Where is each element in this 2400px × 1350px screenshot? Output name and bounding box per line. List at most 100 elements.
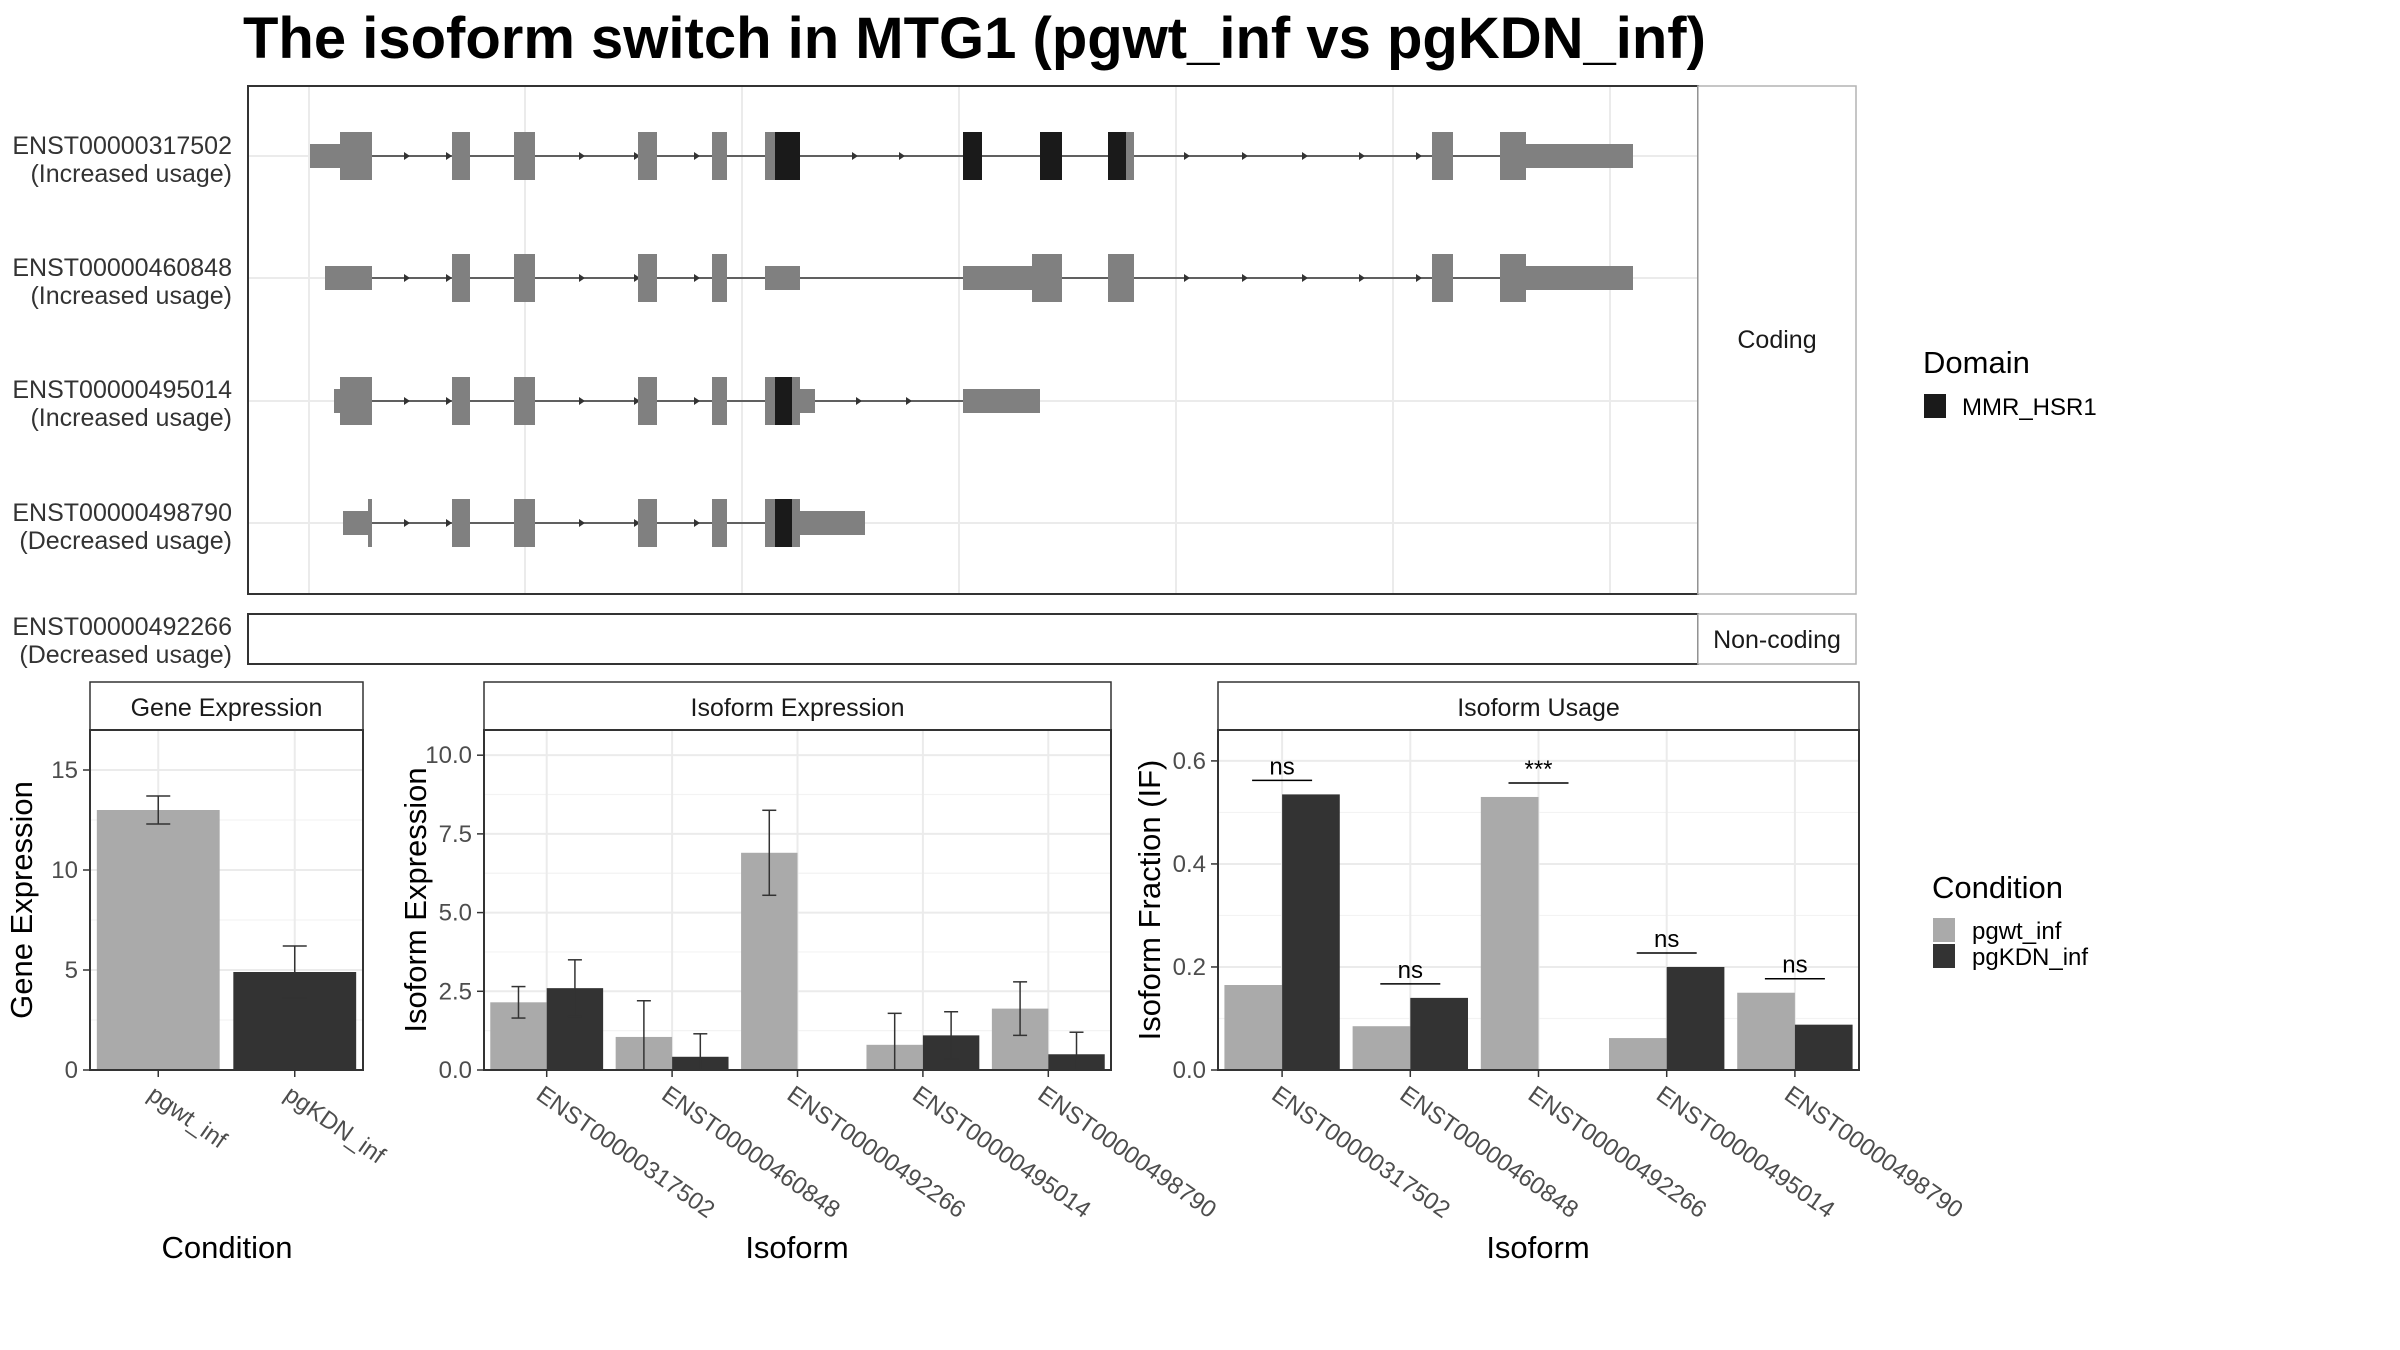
condition-legend-label-1: pgwt_inf [1972, 918, 2062, 945]
isoform-usage-panel: Isoform Usagensns***nsns0.00.20.40.6ENST… [1132, 681, 1968, 1265]
transcript-label-3-usage: (Increased usage) [30, 404, 232, 432]
coding-exon [765, 132, 775, 180]
y-tick-label: 0.6 [1173, 748, 1206, 775]
domain-block-mmr-hsr1 [963, 132, 982, 180]
domain-legend-label: MMR_HSR1 [1962, 394, 2097, 421]
coding-exon [1108, 254, 1134, 302]
intron-direction-arrow [694, 274, 700, 282]
coding-exon [765, 377, 775, 425]
transcript-label-2-id: ENST00000460848 [12, 254, 232, 282]
coding-exon [1126, 132, 1134, 180]
intron-direction-arrow [446, 152, 452, 160]
panel-strip-title: Isoform Usage [1457, 694, 1620, 722]
y-tick-label: 0.0 [1173, 1057, 1206, 1084]
intron-direction-arrow [694, 519, 700, 527]
transcript-label-5-id: ENST00000492266 [12, 613, 232, 641]
intron-direction-arrow [694, 397, 700, 405]
y-axis-title: Isoform Fraction (IF) [1132, 760, 1167, 1041]
y-tick-label: 10 [51, 857, 78, 884]
intron-direction-arrow [856, 397, 862, 405]
bar-pgwt-inf [1480, 796, 1539, 1070]
x-axis-title: Isoform [745, 1230, 848, 1265]
transcript-structure-row [310, 132, 1633, 180]
bar-pgKDN-inf [1282, 794, 1340, 1070]
bar-pgwt-inf [1609, 1038, 1667, 1070]
condition-legend-key-1 [1933, 918, 1955, 942]
coding-structure-panel: Coding [247, 85, 1857, 663]
coding-exon [514, 132, 535, 180]
intron-direction-arrow [1359, 152, 1365, 160]
domain-legend-title: Domain [1923, 345, 2030, 380]
coding-exon [712, 377, 727, 425]
intron-direction-arrow [1302, 152, 1308, 160]
intron-direction-arrow [634, 152, 640, 160]
y-tick-label: 10.0 [425, 742, 472, 769]
noncoding-structure-panel: Non-coding [247, 613, 1857, 665]
intron-direction-arrow [899, 152, 905, 160]
noncoding-strip [1697, 613, 1857, 665]
transcript-label-2-usage: (Increased usage) [30, 282, 232, 310]
intron-direction-arrow [634, 274, 640, 282]
significance-label: ns [1782, 952, 1807, 979]
intron-direction-arrow [404, 519, 410, 527]
y-axis-title: Gene Expression [4, 781, 39, 1019]
domain-block-mmr-hsr1 [1040, 132, 1062, 180]
y-tick-label: 7.5 [439, 821, 472, 848]
y-axis-title: Isoform Expression [398, 767, 433, 1032]
intron-direction-arrow [694, 152, 700, 160]
intron-direction-arrow [1416, 274, 1422, 282]
coding-exon [765, 499, 775, 547]
significance-label: *** [1524, 756, 1552, 783]
utr-exon [334, 389, 340, 413]
y-tick-label: 0.2 [1173, 954, 1206, 981]
y-tick-label: 5.0 [439, 900, 472, 927]
bar-pgwt-inf [1737, 992, 1795, 1070]
intron-direction-arrow [1416, 152, 1422, 160]
coding-exon [452, 254, 470, 302]
coding-exon [1432, 132, 1453, 180]
transcript-label-5-usage: (Decreased usage) [19, 641, 232, 669]
condition-legend-title: Condition [1932, 870, 2063, 905]
transcript-structure-row [343, 499, 865, 547]
domain-legend: Domain MMR_HSR1 [1923, 345, 2097, 421]
noncoding-strip-label: Non-coding [1713, 626, 1841, 654]
gene-expression-panel: Gene Expression 0 5 10 15 pgwt_inf pgKDN_inf Co… [4, 681, 390, 1265]
utr-exon [800, 511, 865, 535]
domain-block-mmr-hsr1 [775, 377, 792, 425]
intron-direction-arrow [1359, 274, 1365, 282]
intron-direction-arrow [634, 397, 640, 405]
coding-exon [1032, 254, 1062, 302]
intron-direction-arrow [446, 274, 452, 282]
coding-exon [712, 254, 727, 302]
coding-strip-label: Coding [1737, 326, 1816, 354]
y-tick-label: 2.5 [439, 978, 472, 1005]
coding-exon [638, 132, 657, 180]
intron-direction-arrow [446, 397, 452, 405]
bar-pgKDN-inf [1794, 1024, 1853, 1070]
significance-label: ns [1398, 957, 1423, 984]
bar-pgwt-inf [1224, 985, 1283, 1070]
noncoding-panel-background [247, 613, 1699, 665]
intron-direction-arrow [634, 519, 640, 527]
transcript-rows [310, 132, 1633, 663]
plot-border [89, 729, 364, 1071]
coding-exon [340, 377, 372, 425]
utr-exon [325, 266, 372, 290]
coding-exon [452, 499, 470, 547]
panel-strip-title: Gene Expression [131, 694, 323, 722]
coding-exon [712, 132, 727, 180]
intron-direction-arrow [579, 274, 585, 282]
bar-pgKDN-inf [1410, 997, 1468, 1070]
utr-exon [1526, 266, 1633, 290]
transcript-label-3-id: ENST00000495014 [12, 376, 232, 404]
significance-label: ns [1269, 753, 1294, 780]
intron-direction-arrow [404, 397, 410, 405]
coding-exon [712, 499, 727, 547]
coding-exon [638, 499, 657, 547]
intron-direction-arrow [852, 152, 858, 160]
utr-exon [963, 266, 1032, 290]
coding-exon [514, 499, 535, 547]
domain-legend-key [1924, 394, 1946, 418]
coding-exon [452, 132, 470, 180]
coding-exon [1432, 254, 1453, 302]
